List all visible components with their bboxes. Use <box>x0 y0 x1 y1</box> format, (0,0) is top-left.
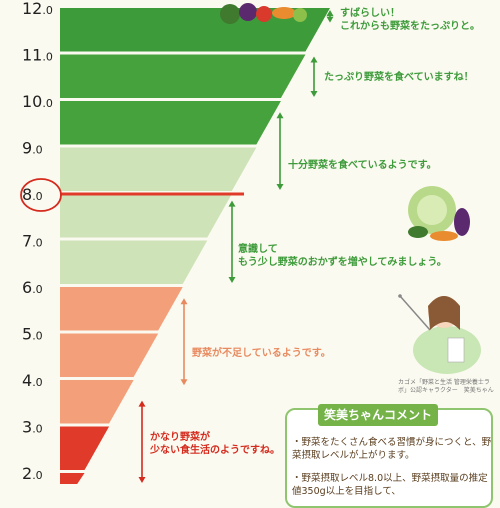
annotation-text-4-0: 野菜が不足しているようです。 <box>192 346 331 359</box>
cabbage-illustration <box>408 186 470 241</box>
character-illustration <box>398 294 481 374</box>
level-band-7 <box>60 333 159 377</box>
level-band-10 <box>60 473 85 484</box>
level-band-1 <box>60 54 306 98</box>
annotations: すばらしい！これからも野菜をたっぷりと。たっぷり野菜を食べていますね！ 十分野菜を… <box>138 6 480 483</box>
level-band-5 <box>60 240 208 284</box>
y-tick-decimal: .0 <box>32 376 43 389</box>
arrow-head-down-2 <box>276 184 284 190</box>
y-tick-6: 6.0 <box>22 278 43 297</box>
level-band-6 <box>60 287 183 331</box>
annotation-text-1-0: たっぷり野菜を食べていますね！ <box>324 70 474 83</box>
y-tick-4: 4.0 <box>22 371 43 390</box>
arrow-head-up-2 <box>276 112 284 119</box>
annotation-text-3-0: 意識して <box>238 242 278 255</box>
y-tick-main: 5 <box>22 325 32 344</box>
y-tick-8: 8.0 <box>22 185 43 204</box>
level-band-8 <box>60 380 134 424</box>
annotation-text-5-0: かなり野菜が <box>150 430 211 443</box>
level-band-3 <box>60 147 257 191</box>
arrow-head-down-5 <box>138 476 146 483</box>
y-tick-decimal: .0 <box>42 51 53 64</box>
y-tick-decimal: .0 <box>32 144 43 157</box>
arrow-head-down-3 <box>228 277 236 283</box>
y-tick-9: 9.0 <box>22 139 43 158</box>
annotation-text-3-1: もう少し野菜のおかずを増やしてみましょう。 <box>238 255 447 268</box>
y-tick-main: 7 <box>22 232 32 251</box>
arrow-head-up-0 <box>326 10 334 16</box>
annotation-text-5-1: 少ない食生活のようですね。 <box>149 443 280 456</box>
y-axis-ticks: 12.011.010.09.08.07.06.05.04.03.02.0 <box>22 0 53 483</box>
y-tick-decimal: .0 <box>32 283 43 296</box>
annotation-text-0-0: すばらしい！ <box>340 6 400 19</box>
y-tick-decimal: .0 <box>42 4 53 17</box>
y-tick-main: 12 <box>22 0 42 18</box>
y-tick-decimal: .0 <box>32 190 43 203</box>
arrow-head-down-1 <box>310 91 318 97</box>
y-tick-main: 9 <box>22 139 32 158</box>
arrow-head-down-4 <box>180 379 188 386</box>
arrow-head-up-3 <box>228 200 236 207</box>
annotation-text-2-0: 十分野菜を食べているようです。 <box>288 158 437 171</box>
annotation-text-0-1: これからも野菜をたっぷりと。 <box>340 19 480 32</box>
y-tick-main: 6 <box>22 278 32 297</box>
level-band-4 <box>60 194 232 238</box>
arrow-head-down-0 <box>326 16 334 23</box>
level-8-circle <box>20 178 62 212</box>
comment-panel-title: 笑美ちゃんコメント <box>318 404 438 426</box>
y-tick-main: 8 <box>22 185 32 204</box>
comment-item-1: ・野菜をたくさん食べる習慣が身につくと、野菜摂取レベルが上がります。 <box>292 437 492 461</box>
y-tick-7: 7.0 <box>22 232 43 251</box>
y-tick-3: 3.0 <box>22 418 43 437</box>
level-band-2 <box>60 101 281 145</box>
arrow-head-up-5 <box>138 400 146 407</box>
y-tick-5: 5.0 <box>22 325 43 344</box>
y-tick-main: 11 <box>22 46 42 65</box>
comment-item-2: ・野菜摂取レベル8.0以上、野菜摂取量の推定値350g以上を目指して、 <box>292 473 488 497</box>
arrow-head-up-1 <box>310 56 318 63</box>
y-tick-decimal: .0 <box>32 330 43 343</box>
y-tick-11: 11.0 <box>22 46 53 65</box>
y-tick-decimal: .0 <box>32 237 43 250</box>
y-tick-main: 3 <box>22 418 32 437</box>
character-credit: カゴメ「野菜と生活 管理栄養士ラボ」公認キャラクター 笑美ちゃん <box>398 379 494 394</box>
y-tick-decimal: .0 <box>42 97 53 110</box>
y-tick-main: 2 <box>22 464 32 483</box>
y-tick-10: 10.0 <box>22 92 53 111</box>
y-tick-decimal: .0 <box>32 469 43 482</box>
y-tick-main: 4 <box>22 371 32 390</box>
y-tick-decimal: .0 <box>32 423 43 436</box>
arrow-head-up-4 <box>180 298 188 305</box>
level-bands <box>60 8 330 484</box>
vegetable-basket-illustration <box>220 3 307 24</box>
y-tick-main: 10 <box>22 92 42 111</box>
y-tick-2: 2.0 <box>22 464 43 483</box>
y-tick-12: 12.0 <box>22 0 53 18</box>
level-band-9 <box>60 426 110 470</box>
